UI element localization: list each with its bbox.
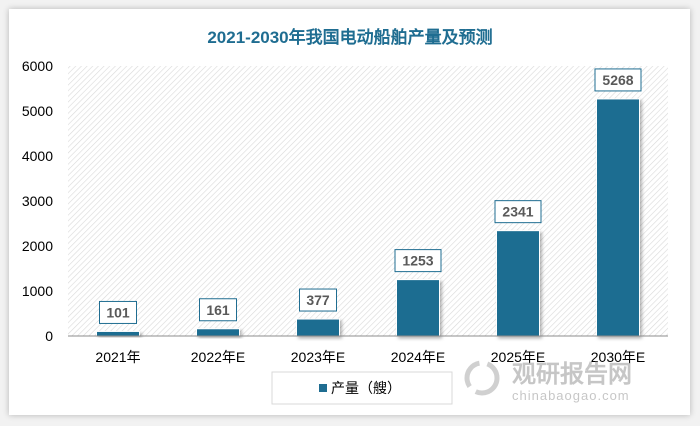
data-label-box bbox=[394, 249, 442, 273]
y-tick-label: 1000 bbox=[22, 283, 53, 299]
x-tick-label: 2024年E bbox=[391, 349, 445, 365]
data-label: 377 bbox=[306, 292, 330, 308]
y-tick-label: 4000 bbox=[22, 148, 53, 164]
x-tick-label: 2021年 bbox=[95, 349, 140, 365]
plot-area bbox=[68, 66, 668, 336]
data-label: 2341 bbox=[502, 204, 533, 220]
legend-swatch bbox=[319, 384, 327, 392]
y-tick-label: 5000 bbox=[22, 103, 53, 119]
x-tick-label: 2022年E bbox=[191, 349, 245, 365]
x-tick-label: 2025年E bbox=[491, 349, 545, 365]
y-tick-label: 6000 bbox=[22, 58, 53, 74]
bar bbox=[396, 279, 440, 337]
data-label-box bbox=[99, 300, 137, 324]
x-tick-label: 2023年E bbox=[291, 349, 345, 365]
bar bbox=[196, 328, 240, 337]
bar bbox=[96, 330, 140, 337]
chart-title: 2021-2030年我国电动船舶产量及预测 bbox=[207, 27, 492, 47]
bar bbox=[496, 230, 540, 337]
data-label: 5268 bbox=[602, 72, 633, 88]
data-label-box bbox=[299, 288, 337, 312]
x-tick-label: 2030年E bbox=[591, 349, 645, 365]
y-tick-label: 3000 bbox=[22, 193, 53, 209]
watermark-brand: 观研报告网 bbox=[512, 361, 632, 388]
legend: 产量（艘） bbox=[271, 371, 453, 405]
legend-label: 产量（艘） bbox=[331, 380, 401, 396]
y-tick-label: 0 bbox=[45, 328, 53, 344]
data-label-box bbox=[494, 200, 542, 224]
bar bbox=[296, 318, 340, 337]
data-label: 101 bbox=[106, 304, 130, 320]
data-label-box bbox=[594, 68, 642, 92]
watermark-logo-icon bbox=[464, 360, 500, 396]
watermark-url: chinabaogao.com bbox=[512, 388, 630, 403]
y-tick-label: 2000 bbox=[22, 238, 53, 254]
data-label: 161 bbox=[206, 302, 230, 318]
bar bbox=[596, 98, 640, 337]
data-label-box bbox=[199, 298, 237, 322]
data-label: 1253 bbox=[402, 253, 433, 269]
watermark: 观研报告网 chinabaogao.com bbox=[464, 360, 632, 403]
